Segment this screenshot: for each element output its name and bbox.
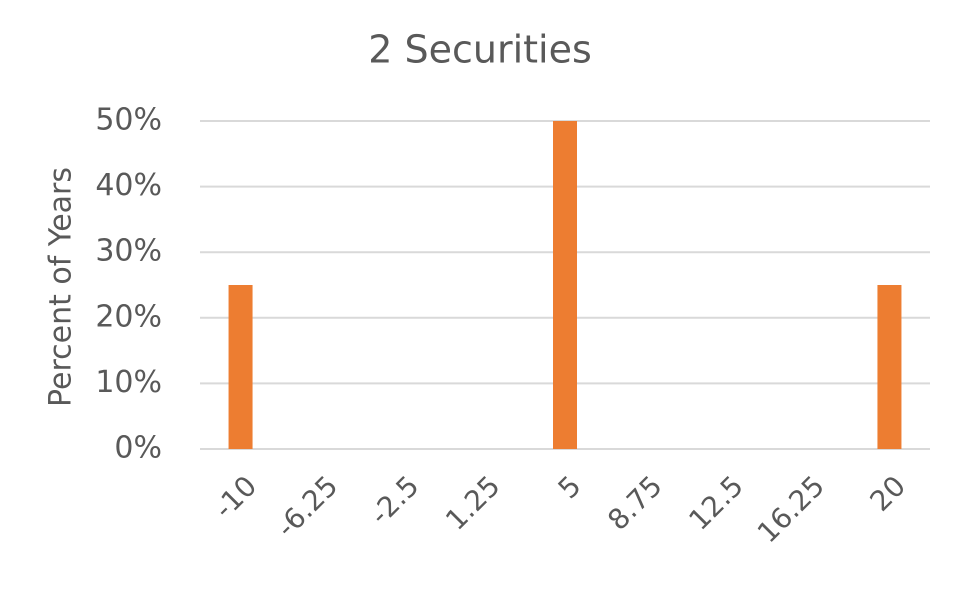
bar <box>553 121 577 449</box>
y-tick-label: 20% <box>95 299 162 334</box>
x-tick-label: -6.25 <box>270 469 345 544</box>
y-tick-label: 40% <box>95 168 162 203</box>
y-axis-label: Percent of Years <box>44 167 79 407</box>
x-tick-label: -10 <box>207 469 263 525</box>
x-tick-label: 1.25 <box>439 469 506 536</box>
y-tick-label: 0% <box>114 431 162 466</box>
x-tick-label: 20 <box>864 469 913 518</box>
chart-title: 2 Securities <box>368 28 592 72</box>
bar <box>877 285 902 449</box>
y-tick-label: 50% <box>95 103 162 138</box>
x-tick-label: 16.25 <box>751 469 831 549</box>
x-tick-label: -2.5 <box>363 469 425 531</box>
y-tick-label: 10% <box>95 365 162 400</box>
x-tick-label: 12.5 <box>682 469 749 536</box>
x-tick-label: 5 <box>552 469 588 505</box>
x-tick-label: 8.75 <box>601 469 668 536</box>
bar <box>228 285 253 449</box>
y-tick-label: 30% <box>95 234 162 269</box>
